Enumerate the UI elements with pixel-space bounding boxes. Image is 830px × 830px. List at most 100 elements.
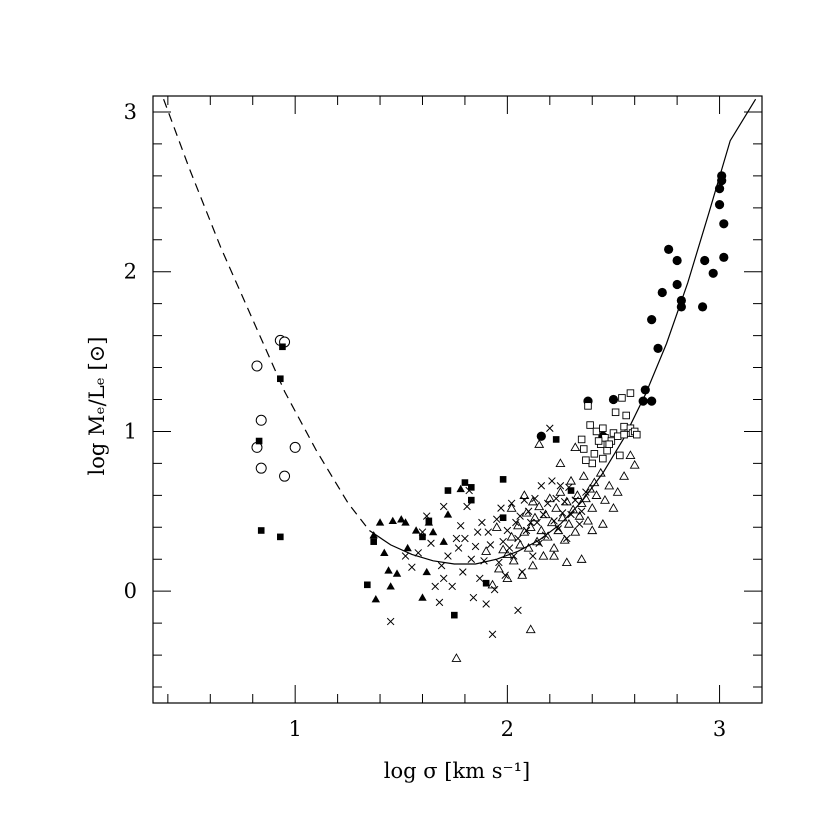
point-open-square: [584, 402, 592, 410]
point-open-triangle: [583, 515, 593, 525]
point-open-triangle: [555, 458, 566, 467]
point-cross: [437, 561, 446, 570]
point-filled-circle: [676, 302, 686, 312]
point-filled-circle: [664, 244, 674, 254]
point-cross: [499, 537, 507, 546]
point-filled-square: [277, 533, 284, 541]
point-open-circle: [289, 441, 301, 453]
point-filled-triangle: [384, 566, 393, 574]
point-open-triangle: [591, 490, 602, 499]
point-cross: [459, 568, 467, 576]
point-open-triangle: [576, 554, 587, 563]
point-filled-triangle: [392, 569, 402, 577]
point-filled-circle: [647, 315, 657, 325]
point-filled-triangle: [443, 510, 453, 518]
point-open-circle: [255, 462, 267, 474]
point-open-triangle: [498, 544, 509, 554]
dashed-curve: [163, 98, 370, 531]
axes: [152, 95, 763, 704]
axis-ticks: [153, 96, 763, 703]
point-filled-square: [567, 487, 575, 494]
point-cross: [469, 593, 478, 602]
point-open-triangle: [540, 509, 551, 519]
point-open-triangle: [585, 483, 596, 493]
series-filled-circle: [536, 171, 729, 441]
point-cross: [401, 552, 410, 560]
point-filled-square: [467, 496, 475, 504]
point-filled-triangle: [401, 518, 410, 526]
x-tick-label: 2: [501, 717, 514, 741]
point-open-triangle: [595, 467, 606, 477]
point-open-square: [586, 421, 594, 429]
point-open-triangle: [572, 490, 583, 499]
point-filled-circle: [714, 184, 725, 194]
point-cross: [556, 482, 565, 490]
point-cross: [473, 528, 482, 536]
point-cross: [480, 557, 488, 565]
series-cross: [386, 424, 590, 639]
point-filled-square: [461, 479, 469, 486]
point-filled-square: [467, 484, 475, 491]
point-cross: [495, 558, 503, 567]
point-open-triangle: [589, 477, 600, 487]
point-open-triangle: [555, 487, 566, 496]
point-cross: [467, 555, 476, 563]
point-cross: [520, 496, 529, 504]
point-open-triangle: [604, 480, 615, 490]
x-tick-label: 1: [288, 717, 301, 741]
point-open-triangle: [546, 517, 557, 527]
point-cross: [427, 539, 435, 548]
point-open-square: [616, 451, 624, 460]
tick-labels: 1 2 3 0 1 2 3: [124, 100, 727, 741]
point-open-square: [611, 408, 620, 417]
point-filled-triangle: [456, 484, 465, 493]
x-tick-label: 3: [713, 717, 726, 741]
point-cross: [548, 477, 556, 485]
point-open-triangle: [529, 512, 540, 522]
point-open-triangle: [542, 531, 553, 541]
point-open-triangle: [549, 550, 560, 560]
point-open-triangle: [534, 439, 545, 448]
point-open-square: [603, 446, 611, 455]
point-cross: [501, 571, 509, 579]
point-open-triangle: [580, 493, 591, 503]
y-tick-label: 2: [124, 260, 137, 284]
y-tick-label: 1: [124, 419, 137, 443]
point-open-triangle: [506, 531, 517, 541]
point-open-triangle: [506, 503, 517, 512]
point-open-triangle: [525, 522, 536, 531]
point-open-square: [618, 394, 626, 402]
point-open-square: [620, 422, 628, 431]
point-cross: [422, 512, 431, 520]
point-cross: [454, 544, 463, 552]
point-filled-square: [257, 527, 265, 534]
point-open-triangle: [521, 507, 532, 517]
point-cross: [516, 512, 524, 520]
point-cross: [575, 520, 584, 528]
point-filled-square: [255, 437, 263, 445]
point-open-triangle: [574, 511, 585, 520]
point-filled-square: [499, 476, 507, 483]
point-filled-circle: [536, 431, 546, 441]
point-cross: [476, 574, 484, 583]
point-open-triangle: [629, 459, 640, 469]
point-open-triangle: [576, 498, 587, 507]
point-cross: [543, 499, 552, 508]
point-open-triangle: [487, 579, 498, 589]
point-filled-triangle: [424, 518, 434, 526]
point-cross: [497, 504, 505, 512]
point-filled-triangle: [439, 537, 448, 545]
point-open-square: [626, 389, 635, 397]
point-cross: [546, 424, 554, 433]
point-open-triangle: [625, 450, 636, 460]
point-filled-circle: [647, 396, 657, 406]
point-cross: [531, 494, 539, 503]
point-filled-triangle: [386, 582, 395, 590]
point-filled-square: [370, 538, 377, 545]
point-open-triangle: [527, 496, 538, 506]
point-cross: [514, 606, 522, 615]
point-open-triangle: [519, 526, 530, 536]
point-open-circle: [251, 360, 263, 372]
point-cross: [488, 630, 497, 639]
point-open-triangle: [515, 539, 526, 549]
